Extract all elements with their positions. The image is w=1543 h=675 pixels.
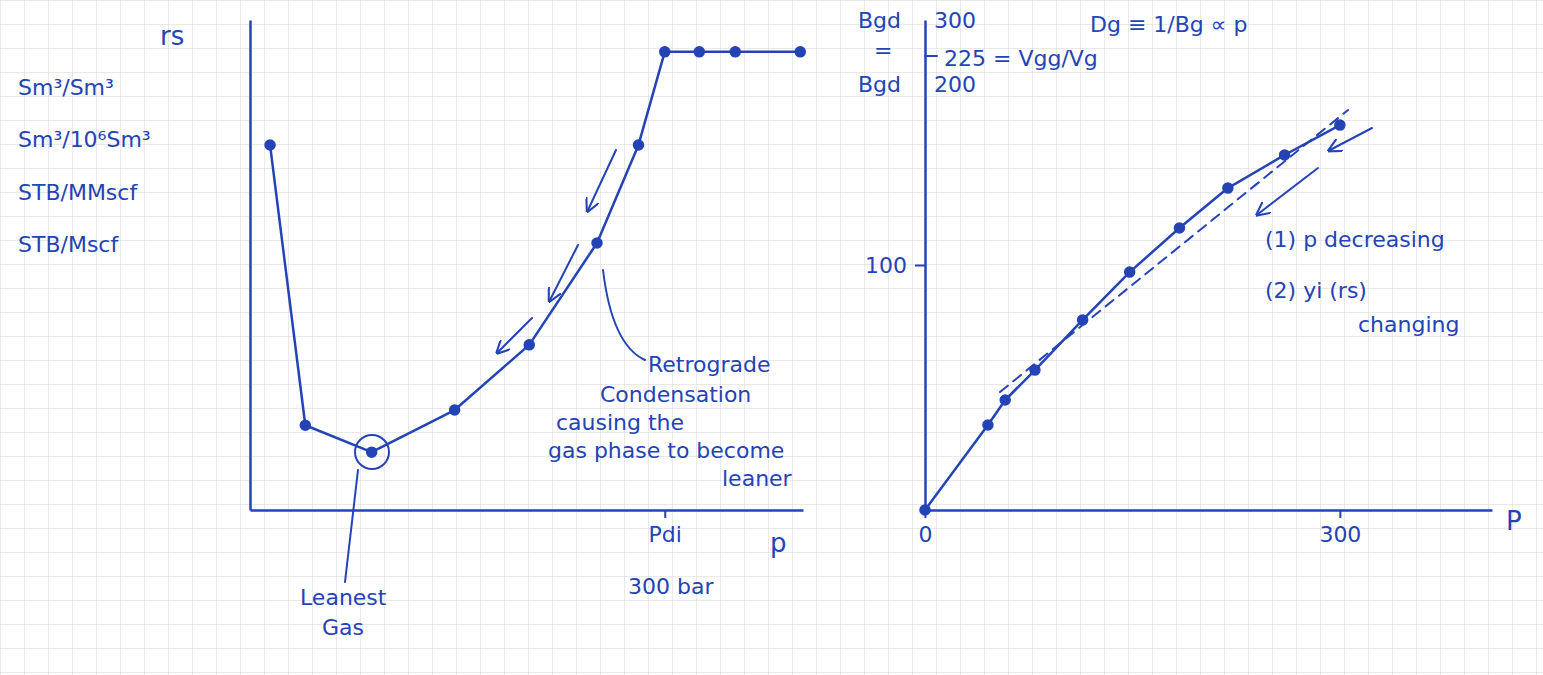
chart-panel: Pdi p rs Sm³/Sm³ Sm³/10⁶Sm³ STB/MMscf STB/Mscf… — [18, 21, 805, 641]
x-axis: 0 300 — [919, 510, 1493, 547]
annotation: Retrograde — [648, 352, 770, 377]
pen-line — [345, 470, 358, 582]
data-point — [633, 140, 643, 150]
annotation: Condensation — [600, 382, 751, 407]
annotation: Leanest — [300, 585, 387, 610]
data-point — [524, 340, 534, 350]
x-axis-line — [926, 509, 1493, 512]
annotation: (2) yi (rs) — [1265, 278, 1367, 303]
x-tick: 300 — [1319, 510, 1361, 547]
x-tick-label: 300 — [1319, 522, 1361, 547]
x-tick-mark — [664, 510, 666, 518]
x-tick-label: 0 — [919, 522, 933, 547]
pen-line — [1000, 110, 1348, 392]
chart-panel: 0 300 100 P Bgd 300 = Bgd 200225 = Vgg/Vg Dg ≡ 1/… — [858, 8, 1522, 547]
data-point — [730, 47, 740, 57]
x-tick: Pdi — [649, 510, 682, 547]
annotation: Bgd — [858, 8, 901, 33]
annotation: 200 — [934, 72, 976, 97]
arrow — [1330, 128, 1372, 150]
data-line — [270, 52, 800, 452]
annotation: 300 — [934, 8, 976, 33]
annotation: gas phase to become — [548, 438, 784, 463]
data-point — [367, 447, 377, 457]
annotation: changing — [1358, 312, 1459, 337]
data-point — [450, 405, 460, 415]
data-point — [920, 505, 930, 515]
paper-grid — [0, 0, 1543, 675]
y-axis-line — [249, 21, 252, 511]
annotation: Gas — [322, 615, 364, 640]
annotation: 225 = Vgg/Vg — [944, 46, 1098, 71]
x-axis-title: P — [1506, 506, 1522, 536]
x-axis-title: p — [770, 528, 787, 558]
data-point — [1000, 395, 1010, 405]
annotation: = — [874, 38, 892, 63]
arrow — [498, 318, 532, 352]
data-line — [925, 125, 1340, 510]
data-point — [795, 47, 805, 57]
y-tick-label: 100 — [865, 253, 907, 278]
y-axis-title: Sm³/Sm³ — [18, 75, 114, 100]
pen-strokes — [345, 56, 1372, 582]
y-axis-title: STB/MMscf — [18, 180, 138, 205]
x-tick-label: Pdi — [649, 522, 682, 547]
plot-area — [920, 120, 1345, 515]
arrow — [1258, 168, 1318, 214]
y-tick: 100 — [865, 253, 925, 278]
x-axis: Pdi — [251, 510, 804, 547]
annotation: (1) p decreasing — [1265, 227, 1445, 252]
data-point — [300, 420, 310, 430]
pen-line — [925, 55, 937, 57]
plot-area — [265, 47, 805, 457]
annotation: causing the — [556, 410, 684, 435]
annotation: 300 bar — [628, 574, 714, 599]
annotation: leaner — [722, 466, 793, 491]
highlight-circle — [355, 435, 389, 469]
data-point — [1174, 223, 1184, 233]
x-tick-mark — [1339, 510, 1341, 518]
canvas: Pdi p rs Sm³/Sm³ Sm³/10⁶Sm³ STB/MMscf STB/Mscf… — [0, 0, 1543, 675]
arrow — [550, 245, 578, 300]
y-axis-title: STB/Mscf — [18, 232, 119, 257]
data-point — [1125, 267, 1135, 277]
x-axis-line — [251, 509, 804, 512]
arrow — [588, 150, 616, 210]
y-axis-title: rs — [160, 21, 184, 51]
annotation: Bgd — [858, 72, 901, 97]
data-point — [592, 238, 602, 248]
annotation: Dg ≡ 1/Bg ∝ p — [1090, 12, 1247, 37]
y-axis — [250, 21, 251, 511]
data-point — [983, 420, 993, 430]
y-axis-title: Sm³/10⁶Sm³ — [18, 127, 151, 152]
data-point — [694, 47, 704, 57]
data-point — [1335, 120, 1345, 130]
y-tick-mark — [915, 265, 925, 267]
data-point — [1223, 183, 1233, 193]
data-point — [660, 47, 670, 57]
data-point — [265, 140, 275, 150]
pen-line — [603, 270, 645, 360]
data-point — [1280, 150, 1290, 160]
